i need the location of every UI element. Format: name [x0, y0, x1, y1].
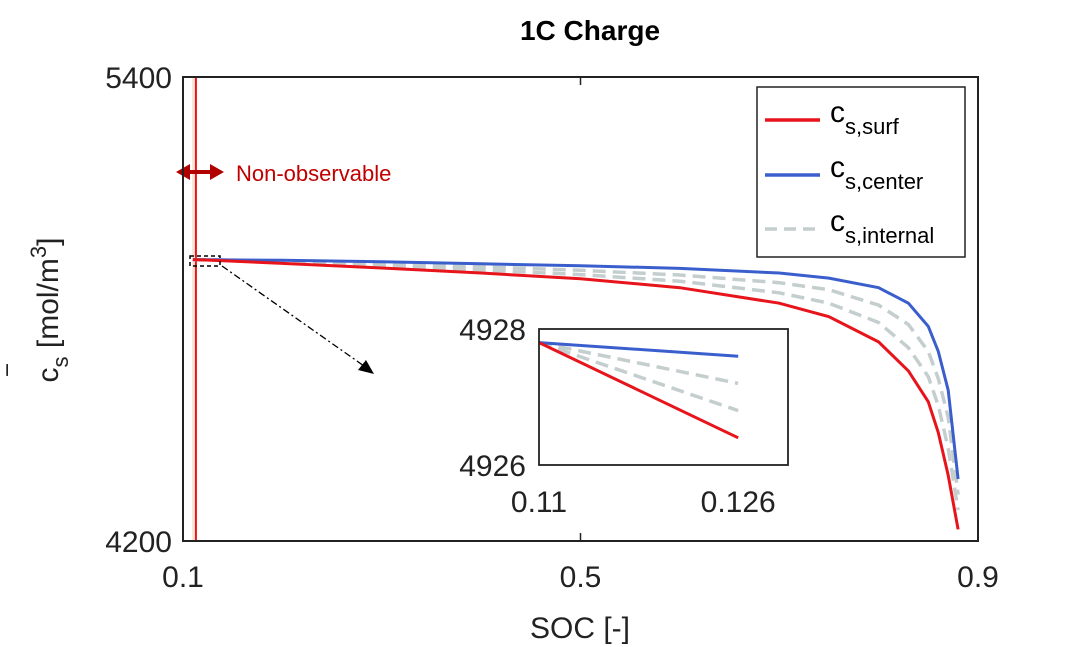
legend-label-3: cs,internal — [830, 205, 934, 248]
inset-internal-line-1 — [539, 340, 739, 386]
legend-label-sub: s,internal — [845, 223, 934, 248]
legend-label-2: cs,center — [830, 151, 923, 194]
inset-curves — [539, 340, 739, 440]
inset-x-tick-label: 0.126 — [701, 486, 776, 519]
non-observable-label: Non-observable — [236, 161, 391, 186]
legend-label-sub: s,center — [845, 169, 923, 194]
y-label-base: c — [32, 367, 65, 382]
non-observable-arrow-right — [210, 164, 224, 180]
inset-background — [539, 329, 788, 465]
zoom-arrow-line — [221, 265, 365, 367]
legend-label-sub: s,surf — [845, 114, 900, 139]
main-plot: Non-observable 0.1 0.5 0.9 4200 5400 — [105, 62, 999, 594]
inset-internal-line-2 — [539, 340, 739, 413]
series-surf-line — [192, 258, 960, 530]
y-tick-label: 4200 — [105, 526, 172, 559]
inset-y-tick-label: 4928 — [459, 314, 526, 347]
y-label-overline: ‾ — [4, 364, 37, 376]
inset-center-line — [539, 341, 739, 358]
zoom-box — [189, 255, 221, 267]
y-label-sup: 3 — [26, 246, 51, 258]
series-internal-line-2 — [192, 257, 960, 511]
legend-label-base: c — [830, 96, 845, 129]
zoom-arrow-head — [358, 360, 374, 374]
x-tick-label: 0.1 — [162, 561, 204, 594]
y-label-sub: s — [48, 356, 73, 367]
chart-title: 1C Charge — [520, 15, 660, 46]
y-label-close: ] — [32, 238, 65, 246]
inset-plot: 0.11 0.126 4926 4928 — [459, 314, 789, 519]
y-axis-label-text: cs [mol/m3] — [26, 238, 73, 383]
non-observable-band — [192, 78, 196, 540]
inset-x-tick-label: 0.11 — [511, 486, 567, 519]
inset-surf-line — [539, 341, 739, 440]
series-center-line — [192, 258, 960, 480]
y-label-unit: [mol/m — [32, 258, 65, 356]
labels: 1C Charge SOC [-] cs [mol/m3]‾ — [4, 15, 660, 645]
legend-label-base: c — [830, 151, 845, 184]
x-tick-label: 0.5 — [560, 561, 602, 594]
legend-label-1: cs,surf — [830, 96, 900, 139]
y-axis-label: cs [mol/m3]‾ — [4, 238, 73, 383]
legend-label-base: c — [830, 205, 845, 238]
x-tick-label: 0.9 — [957, 561, 999, 594]
inset-axes-box — [538, 328, 789, 466]
y-tick-label: 5400 — [105, 62, 172, 95]
x-axis-label: SOC [-] — [530, 612, 630, 645]
inset-y-tick-label: 4926 — [459, 450, 526, 483]
